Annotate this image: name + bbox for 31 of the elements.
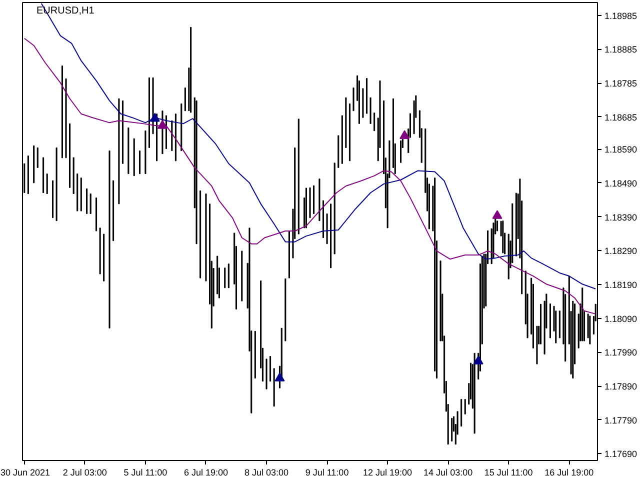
y-tick-label: 1.18785 (604, 78, 638, 89)
y-tick-label: 1.18090 (604, 314, 638, 324)
x-tick-label: 8 Jul 03:00 (244, 468, 289, 478)
x-tick-label: 5 Jul 11:00 (124, 468, 168, 478)
x-tick-label: 15 Jul 11:00 (484, 468, 533, 478)
x-tick-label: 2 Jul 03:00 (62, 468, 107, 478)
x-tick-label: 6 Jul 19:00 (184, 468, 228, 478)
y-tick-label: 1.18390 (604, 212, 638, 222)
y-tick-label: 1.17790 (604, 415, 638, 426)
y-tick-label: 1.18590 (604, 144, 638, 155)
y-tick-label: 1.17890 (604, 382, 638, 392)
x-tick-label: 12 Jul 19:00 (363, 468, 412, 478)
y-tick-label: 1.17990 (604, 348, 638, 358)
y-tick-label: 1.18290 (604, 246, 638, 256)
point (274, 372, 285, 382)
y-tick-label: 1.18190 (604, 280, 638, 290)
y-tick-label: 1.18685 (604, 112, 638, 122)
x-tick-label: 9 Jul 11:00 (305, 468, 349, 478)
x-tick-label: 30 Jun 2021 (0, 468, 50, 478)
x-tick-label: 14 Jul 03:00 (424, 468, 473, 478)
y-tick-label: 1.18985 (604, 10, 638, 21)
y-tick-label: 1.18885 (604, 44, 638, 55)
point (400, 130, 410, 139)
y-tick-label: 1.17690 (604, 449, 638, 460)
y-tick-label: 1.18490 (604, 178, 638, 188)
point (473, 356, 484, 364)
point (492, 210, 502, 219)
point (150, 112, 160, 122)
point (157, 120, 168, 129)
x-tick-label: 16 Jul 19:00 (544, 468, 594, 478)
line-series (24, 38, 596, 314)
